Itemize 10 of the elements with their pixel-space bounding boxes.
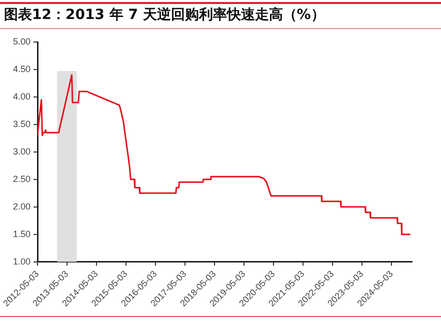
y-tick-label: 2.50 bbox=[12, 174, 31, 184]
y-tick-label: 4.00 bbox=[12, 91, 31, 102]
y-tick-label: 1.50 bbox=[12, 228, 31, 239]
y-tick-label: 4.50 bbox=[12, 64, 31, 74]
y-tick-label: 3.50 bbox=[12, 118, 31, 129]
y-tick-label: 2.00 bbox=[12, 201, 31, 212]
y-tick-label: 5.00 bbox=[12, 36, 31, 46]
chart-title: 图表12：2013 年 7 天逆回购利率快速走高（%） bbox=[4, 6, 325, 24]
y-tick-label: 1.00 bbox=[12, 256, 31, 266]
y-tick-label: 3.00 bbox=[12, 146, 31, 156]
